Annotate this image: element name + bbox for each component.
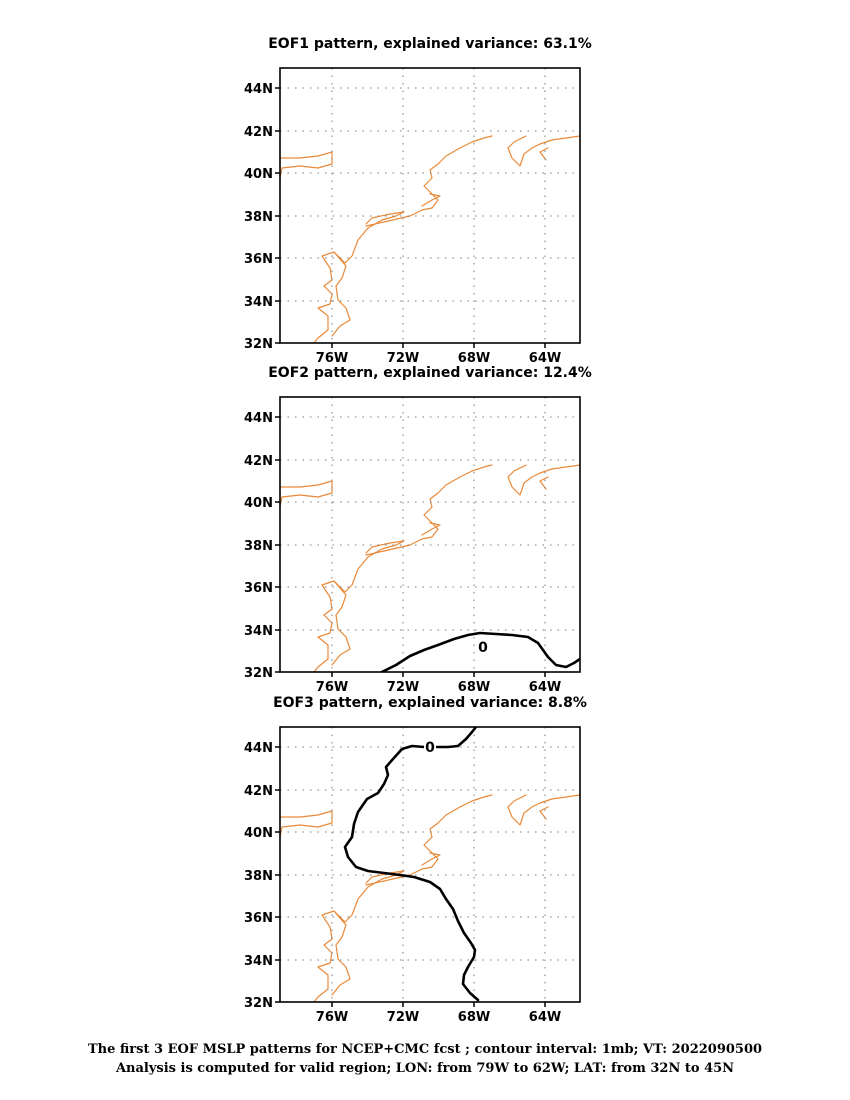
lat-tick-label: 32N: [244, 996, 273, 1011]
lon-tick-label: 76W: [316, 1010, 348, 1025]
caption-line-1: The first 3 EOF MSLP patterns for NCEP+C…: [87, 1042, 763, 1057]
lon-tick-label: 68W: [458, 351, 490, 366]
lon-tick-label: 72W: [387, 351, 419, 366]
coastline: [280, 464, 580, 672]
panel-title: EOF3 pattern, explained variance: 8.8%: [273, 695, 587, 711]
lon-tick-label: 76W: [316, 351, 348, 366]
lat-tick-label: 40N: [244, 167, 273, 182]
panel-title: EOF1 pattern, explained variance: 63.1%: [268, 36, 592, 52]
eof2-panel: EOF2 pattern, explained variance: 12.4% 0…: [244, 365, 592, 695]
lat-tick-label: 36N: [244, 252, 273, 267]
lat-tick-label: 36N: [244, 911, 273, 926]
lat-tick-label: 34N: [244, 295, 273, 310]
lat-tick-label: 44N: [244, 411, 273, 426]
map-frame: [279, 726, 581, 1003]
contour-label: 0: [425, 740, 435, 756]
lon-tick-label: 64W: [529, 680, 561, 695]
lon-tick-label: 72W: [387, 680, 419, 695]
lat-tick-label: 44N: [244, 82, 273, 97]
map-frame: [279, 67, 581, 344]
lat-tick-label: 40N: [244, 496, 273, 511]
figure-caption: The first 3 EOF MSLP patterns for NCEP+C…: [0, 1040, 850, 1078]
lat-tick-label: 40N: [244, 826, 273, 841]
lat-tick-label: 42N: [244, 784, 273, 799]
lat-tick-label: 38N: [244, 210, 273, 225]
lon-tick-label: 76W: [316, 680, 348, 695]
caption-line-2: Analysis is computed for valid region; L…: [115, 1061, 735, 1076]
lat-tick-label: 44N: [244, 741, 273, 756]
lat-tick-label: 32N: [244, 666, 273, 681]
zero-contour: [378, 631, 580, 672]
contour-label: 0: [478, 640, 488, 656]
lat-tick-label: 38N: [244, 539, 273, 554]
lat-tick-label: 42N: [244, 454, 273, 469]
lat-tick-label: 42N: [244, 125, 273, 140]
lon-tick-label: 68W: [458, 680, 490, 695]
coastline: [280, 135, 580, 343]
eof3-panel: EOF3 pattern, explained variance: 8.8% 0 4…: [244, 695, 587, 1025]
map-frame: [279, 396, 581, 673]
eof1-panel: EOF1 pattern, explained variance: 63.1% 4…: [244, 36, 592, 366]
lat-tick-label: 38N: [244, 869, 273, 884]
lat-tick-label: 34N: [244, 624, 273, 639]
lat-tick-label: 32N: [244, 337, 273, 352]
zero-contour: [343, 727, 480, 1002]
coastline: [280, 794, 580, 1002]
lon-tick-label: 64W: [529, 351, 561, 366]
lat-tick-label: 34N: [244, 954, 273, 969]
panel-title: EOF2 pattern, explained variance: 12.4%: [268, 365, 592, 381]
lat-tick-label: 36N: [244, 581, 273, 596]
lon-tick-label: 72W: [387, 1010, 419, 1025]
panels-root: EOF1 pattern, explained variance: 63.1% 4…: [244, 36, 592, 1025]
lon-tick-label: 64W: [529, 1010, 561, 1025]
lon-tick-label: 68W: [458, 1010, 490, 1025]
